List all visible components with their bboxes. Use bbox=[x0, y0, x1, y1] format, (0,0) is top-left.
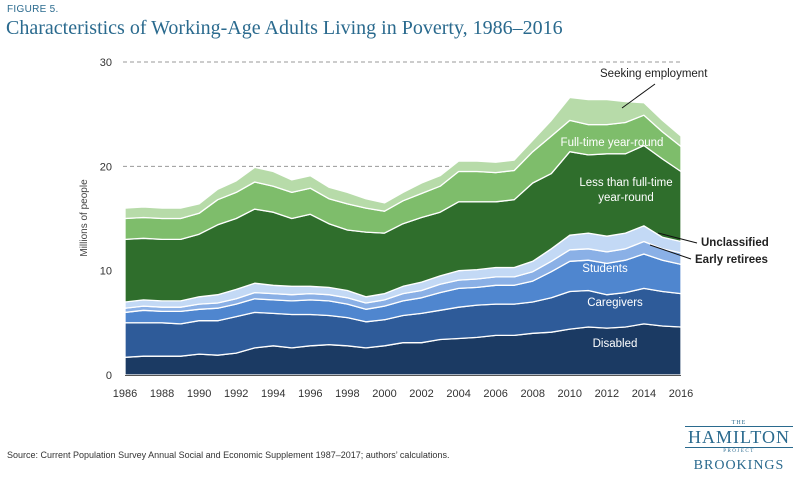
stacked-area-chart: 0 10 20 30 1986 1988 1990 1992 1994 1996 1998 2000… bbox=[79, 57, 769, 400]
x-tick-label: 2006 bbox=[483, 388, 507, 400]
x-axis: 1986 1988 1990 1992 1994 1996 1998 2000 2002 2004… bbox=[113, 375, 693, 400]
series-label-8: Disabled bbox=[593, 338, 638, 350]
y-tick-label: 20 bbox=[100, 161, 112, 173]
y-tick-label: 0 bbox=[106, 370, 112, 382]
y-axis: 0 10 20 30 bbox=[100, 57, 112, 382]
series-labels: Seeking employment Full-time year-round Le… bbox=[561, 68, 769, 350]
series-label-5: Early retirees bbox=[695, 254, 768, 266]
leader-line-1 bbox=[657, 232, 698, 244]
x-tick-label: 1992 bbox=[224, 388, 248, 400]
hamilton-project-logo: THE HAMILTON PROJECT BROOKINGS bbox=[683, 420, 795, 474]
series-label-4: Unclassified bbox=[701, 237, 769, 249]
logo-brookings: BROOKINGS bbox=[693, 458, 785, 473]
leader-line-0 bbox=[621, 83, 656, 109]
x-tick-label: 1996 bbox=[298, 388, 322, 400]
area-seeking-employment bbox=[124, 96, 682, 220]
y-tick-label: 10 bbox=[100, 266, 112, 278]
x-tick-label: 2000 bbox=[372, 388, 396, 400]
figure-label: FIGURE 5. bbox=[7, 4, 59, 15]
series-label-6: Students bbox=[582, 263, 628, 275]
chart-title: Characteristics of Working-Age Adults Li… bbox=[6, 17, 563, 39]
x-tick-label: 2016 bbox=[669, 388, 693, 400]
x-tick-label: 2002 bbox=[409, 388, 433, 400]
x-tick-label: 1998 bbox=[335, 388, 359, 400]
y-axis-label: Millions of people bbox=[79, 179, 90, 257]
logo-the: THE bbox=[731, 420, 747, 426]
logo-project: PROJECT bbox=[723, 449, 755, 454]
x-tick-label: 1986 bbox=[113, 388, 137, 400]
series-label-7: Caregivers bbox=[587, 297, 643, 309]
logo-hamilton: HAMILTON bbox=[685, 426, 793, 448]
y-tick-label: 30 bbox=[100, 57, 112, 69]
x-tick-label: 2008 bbox=[520, 388, 544, 400]
x-tick-label: 1988 bbox=[150, 388, 174, 400]
x-tick-label: 1990 bbox=[187, 388, 211, 400]
x-tick-label: 2004 bbox=[446, 388, 470, 400]
x-tick-label: 2010 bbox=[558, 388, 582, 400]
x-tick-label: 2012 bbox=[595, 388, 619, 400]
source-note: Source: Current Population Survey Annual… bbox=[7, 450, 450, 460]
series-label-3: year-round bbox=[598, 192, 654, 204]
series-label-0: Seeking employment bbox=[600, 68, 708, 80]
x-tick-label: 1994 bbox=[261, 388, 285, 400]
x-tick-label: 2014 bbox=[632, 388, 656, 400]
leader-line-2 bbox=[649, 244, 692, 260]
series-label-1: Full-time year-round bbox=[561, 137, 664, 149]
series-label-2: Less than full-time bbox=[579, 177, 672, 189]
